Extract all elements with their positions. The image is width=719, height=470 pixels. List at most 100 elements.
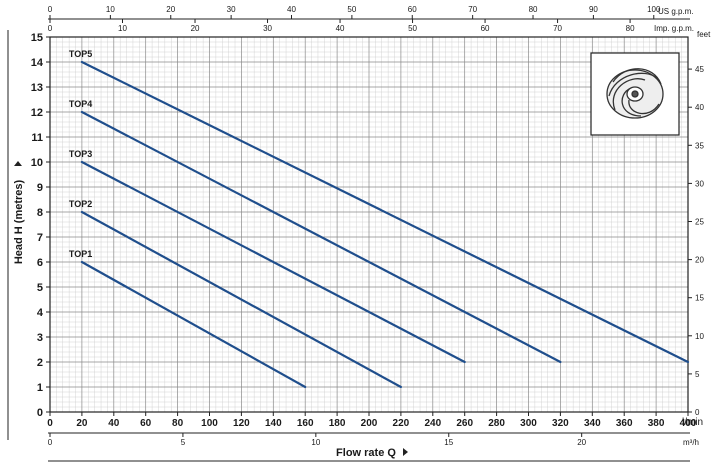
x-us-tick-label: 90 (589, 5, 598, 14)
x-tick-label: 160 (297, 418, 314, 429)
series-label-top4: TOP4 (69, 99, 92, 109)
x-m3h-tick-label: 20 (577, 438, 586, 447)
impeller-icon (606, 68, 664, 119)
y-right-tick-label: 40 (695, 103, 704, 112)
y-tick-label: 5 (37, 282, 43, 294)
y-right-tick-label: 0 (695, 408, 700, 417)
x-us-unit-label: US g.p.m. (658, 7, 694, 16)
y-tick-label: 1 (37, 382, 43, 394)
series-line-top4 (80, 110, 562, 364)
x-tick-label: 380 (648, 418, 665, 429)
y-right-unit-label: feet (697, 30, 711, 39)
x-tick-label: 220 (393, 418, 410, 429)
x-tick-label: 140 (265, 418, 282, 429)
x-tick-label: 200 (361, 418, 378, 429)
x-m3h-tick-label: 0 (48, 438, 53, 447)
series-line-top1 (80, 260, 307, 389)
x-axis-imp-gpm-ticks: 0 10 20 30 40 50 60 70 80 (48, 19, 635, 33)
x-imp-tick-label: 20 (191, 24, 200, 33)
x-imp-tick-label: 50 (408, 24, 417, 33)
x-tick-label: 340 (584, 418, 601, 429)
series-line-top5 (80, 60, 690, 364)
y-tick-label: 4 (37, 307, 44, 319)
y-tick-label: 8 (37, 207, 43, 219)
x-us-tick-label: 10 (106, 5, 115, 14)
x-axis-us-gpm-ticks: 0 10 20 30 40 50 60 70 80 90 100 (48, 5, 661, 19)
x-tick-label: 360 (616, 418, 633, 429)
x-m3h-tick-label: 5 (181, 438, 186, 447)
series-label-top1: TOP1 (69, 249, 92, 259)
x-tick-label: 120 (233, 418, 250, 429)
x-m3h-unit-label: m³/h (683, 438, 699, 447)
x-us-tick-label: 20 (166, 5, 175, 14)
x-us-tick-label: 70 (468, 5, 477, 14)
x-us-tick-label: 40 (287, 5, 296, 14)
x-us-tick-label: 0 (48, 5, 53, 14)
x-tick-label: 280 (488, 418, 505, 429)
x-imp-unit-label: Imp. g.p.m. (654, 24, 694, 33)
x-imp-tick-label: 10 (118, 24, 127, 33)
x-us-tick-label: 30 (227, 5, 236, 14)
y-right-tick-label: 10 (695, 332, 704, 341)
x-tick-label: 320 (552, 418, 569, 429)
x-axis-arrow-icon (403, 448, 408, 456)
x-tick-label: 180 (329, 418, 346, 429)
y-tick-label: 3 (37, 332, 43, 344)
y-tick-label: 11 (31, 132, 43, 144)
y-right-tick-label: 5 (695, 370, 700, 379)
x-tick-label: 300 (520, 418, 537, 429)
x-tick-label: 40 (108, 418, 120, 429)
x-bottom-unit-label: l/min (682, 417, 703, 428)
x-tick-label: 60 (140, 418, 152, 429)
x-us-tick-label: 60 (408, 5, 417, 14)
x-tick-label: 80 (172, 418, 184, 429)
y-tick-label: 10 (31, 157, 43, 169)
x-us-tick-label: 50 (347, 5, 356, 14)
y-tick-label: 7 (37, 232, 43, 244)
y-axis-title: Head H (metres) (13, 179, 25, 264)
impeller-inset (590, 52, 680, 136)
series-label-top5: TOP5 (69, 49, 92, 59)
x-tick-label: 400 (680, 418, 697, 429)
y-axis-arrow-icon (14, 161, 22, 166)
y-right-tick-label: 35 (695, 141, 704, 150)
series-label-top2: TOP2 (69, 199, 92, 209)
series-line-top2 (80, 210, 402, 389)
y-axis-title-group: Head H (metres) (13, 161, 25, 264)
series-line-top3 (80, 160, 466, 364)
x-tick-label: 260 (456, 418, 473, 429)
x-m3h-tick-label: 10 (311, 438, 320, 447)
x-tick-label: 100 (201, 418, 218, 429)
y-tick-label: 0 (37, 407, 43, 419)
y-tick-label: 15 (31, 32, 43, 44)
y-axis-right-ticks: 0 5 10 15 20 25 30 35 40 45 (688, 65, 704, 417)
y-tick-label: 6 (37, 257, 43, 269)
x-imp-tick-label: 60 (481, 24, 490, 33)
y-tick-label: 14 (31, 57, 44, 69)
y-tick-label: 13 (31, 82, 43, 94)
y-right-tick-label: 45 (695, 65, 704, 74)
x-imp-tick-label: 40 (336, 24, 345, 33)
y-right-tick-label: 15 (695, 294, 704, 303)
series-label-top3: TOP3 (69, 149, 92, 159)
x-tick-label: 240 (424, 418, 441, 429)
x-axis-title: Flow rate Q (336, 447, 396, 459)
y-right-tick-label: 20 (695, 256, 704, 265)
x-axis-bottom-ticks: 0 20 40 60 80 100 120 140 160 180 200 220 240 260 280 3… (47, 412, 697, 429)
x-m3h-tick-label: 15 (444, 438, 453, 447)
x-tick-label: 20 (76, 418, 88, 429)
y-tick-label: 12 (31, 107, 43, 119)
x-axis-m3h-ticks: 0 5 10 15 20 (48, 433, 587, 447)
y-tick-label: 9 (37, 182, 43, 194)
x-imp-tick-label: 70 (553, 24, 562, 33)
x-us-tick-label: 80 (529, 5, 538, 14)
y-right-tick-label: 25 (695, 218, 704, 227)
x-imp-tick-label: 30 (263, 24, 272, 33)
series-labels: TOP5 TOP4 TOP3 TOP2 TOP1 (69, 49, 92, 259)
y-right-tick-label: 30 (695, 179, 704, 188)
x-imp-tick-label: 80 (626, 24, 635, 33)
x-imp-tick-label: 0 (48, 24, 53, 33)
x-tick-label: 0 (47, 418, 53, 429)
